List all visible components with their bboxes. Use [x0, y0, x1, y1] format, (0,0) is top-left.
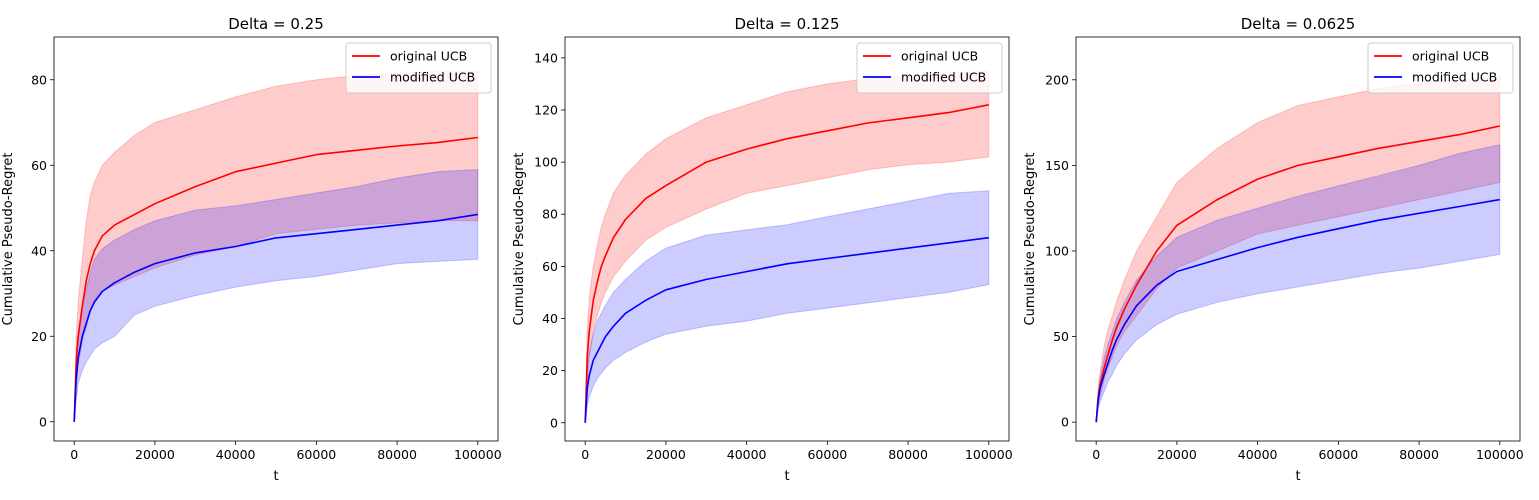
x-tick-label: 100000	[454, 447, 502, 462]
x-tick-label: 20000	[135, 447, 175, 462]
chart-panel: 0 20000 40000 60000 80000 100000 0 50 100 150 200 D…	[1023, 15, 1524, 484]
x-tick-label: 80000	[377, 447, 417, 462]
y-axis-label: Cumulative Pseudo-Regret	[512, 153, 527, 326]
x-tick-label: 20000	[1157, 447, 1197, 462]
legend-label: original UCB	[1412, 49, 1489, 64]
y-tick-label: 100	[534, 155, 558, 170]
y-tick-label: 20	[542, 363, 558, 378]
confidence-band	[1095, 75, 1501, 423]
legend-box	[345, 42, 492, 94]
y-tick-label: 40	[542, 311, 558, 326]
x-tick-label: 80000	[1399, 447, 1439, 462]
series-line	[1095, 125, 1500, 423]
chart-panel: 0 20000 40000 60000 80000 100000 0 20 40 60 80 Delt…	[1, 15, 502, 484]
legend: original UCB modified UCB	[1367, 42, 1514, 94]
chart-title: Delta = 0.0625	[1241, 15, 1356, 33]
series-line	[73, 136, 478, 422]
y-tick-label: 0	[550, 415, 558, 430]
y-tick-label: 100	[1045, 243, 1069, 258]
x-tick-label: 80000	[888, 447, 928, 462]
x-tick-label: 20000	[646, 447, 686, 462]
x-tick-label: 0	[581, 447, 589, 462]
x-axis-label: t	[1295, 469, 1300, 484]
x-tick-label: 40000	[1238, 447, 1278, 462]
x-tick-label: 40000	[727, 447, 767, 462]
plot-frame	[1075, 36, 1521, 442]
series-line	[584, 104, 989, 423]
plot-frame	[53, 36, 499, 442]
y-tick-label: 40	[31, 243, 47, 258]
confidence-band	[73, 70, 479, 422]
y-tick-label: 60	[542, 259, 558, 274]
y-tick-label: 0	[1061, 415, 1069, 430]
chart-title: Delta = 0.125	[734, 15, 839, 33]
legend-label: modified UCB	[1412, 70, 1497, 85]
y-axis-label: Cumulative Pseudo-Regret	[1, 153, 16, 326]
chart-title: Delta = 0.25	[228, 15, 324, 33]
x-tick-label: 100000	[1476, 447, 1524, 462]
y-tick-label: 80	[31, 72, 47, 87]
confidence-band	[584, 70, 990, 423]
x-tick-label: 60000	[1318, 447, 1358, 462]
legend-label: original UCB	[901, 49, 978, 64]
legend-label: modified UCB	[390, 70, 475, 85]
x-tick-label: 60000	[807, 447, 847, 462]
y-axis-label: Cumulative Pseudo-Regret	[1023, 153, 1038, 326]
legend-label: original UCB	[390, 49, 467, 64]
series-line	[584, 236, 989, 423]
legend-label: modified UCB	[901, 70, 986, 85]
series-line	[73, 213, 478, 422]
x-tick-label: 40000	[216, 447, 256, 462]
y-tick-label: 60	[31, 158, 47, 173]
x-axis-label: t	[273, 469, 278, 484]
legend: original UCB modified UCB	[856, 42, 1003, 94]
chart-panel: 0 20000 40000 60000 80000 100000 0 20 40 60 80 100 1…	[512, 15, 1013, 484]
legend: original UCB modified UCB	[345, 42, 492, 94]
x-tick-label: 100000	[965, 447, 1013, 462]
y-tick-label: 0	[39, 414, 47, 429]
y-tick-label: 200	[1045, 72, 1069, 87]
y-tick-label: 120	[534, 102, 558, 117]
x-tick-label: 60000	[296, 447, 336, 462]
legend-box	[856, 42, 1003, 94]
legend-box	[1367, 42, 1514, 94]
series-line	[1095, 198, 1500, 423]
y-tick-label: 50	[1053, 329, 1069, 344]
x-tick-label: 0	[1092, 447, 1100, 462]
x-tick-label: 0	[70, 447, 78, 462]
x-axis-label: t	[784, 469, 789, 484]
y-tick-label: 20	[31, 329, 47, 344]
y-tick-label: 80	[542, 207, 558, 222]
y-tick-label: 140	[534, 50, 558, 65]
plot-frame	[564, 36, 1010, 442]
y-tick-label: 150	[1045, 158, 1069, 173]
